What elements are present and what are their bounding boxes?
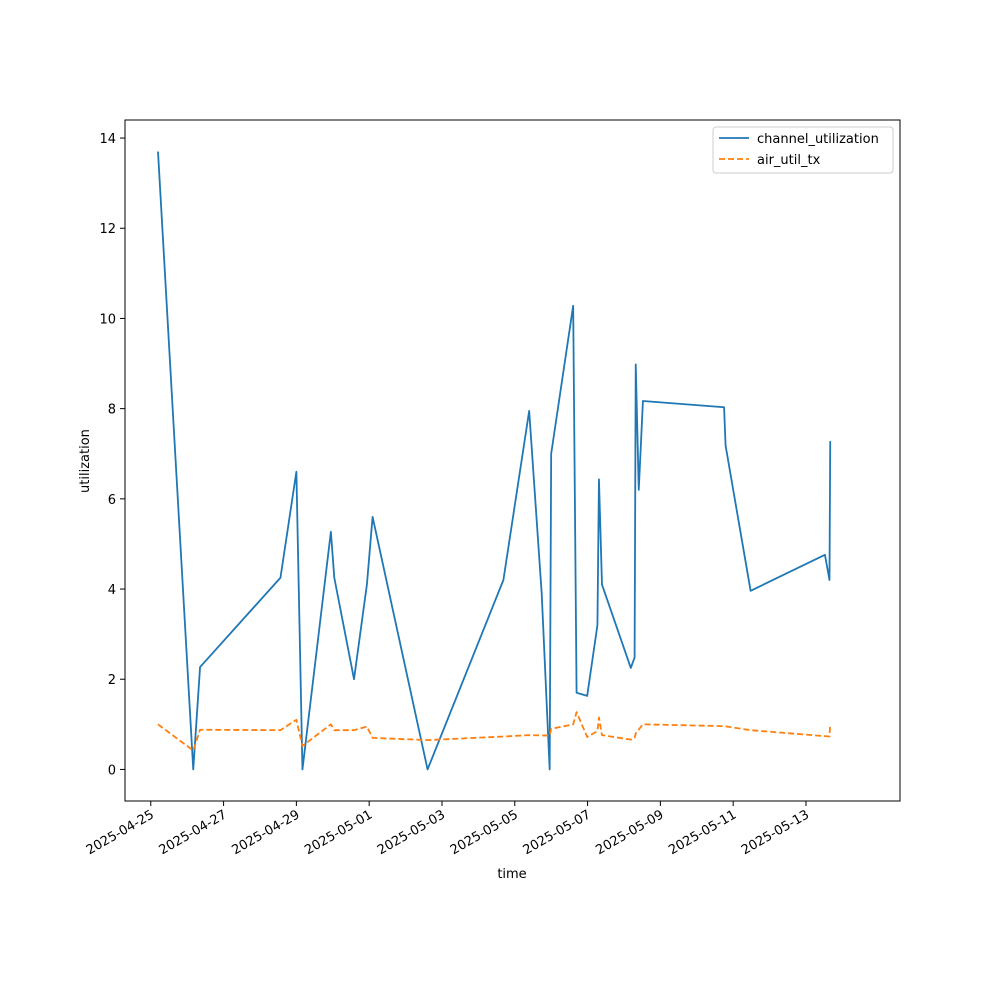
y-tick-label: 0 [108, 763, 116, 778]
x-tick-label: 2025-05-09 [593, 807, 666, 858]
series-layer [157, 151, 832, 771]
x-tick-label: 2025-05-03 [375, 807, 448, 858]
legend-label-air-util-tx: air_util_tx [757, 153, 821, 168]
x-axis-ticks: 2025-04-25 2025-04-27 2025-04-29 2025-05-01… [84, 801, 812, 858]
x-tick-label: 2025-05-11 [666, 807, 739, 858]
x-tick-label: 2025-05-01 [302, 807, 375, 858]
y-tick-label: 12 [99, 222, 116, 237]
x-tick-label: 2025-04-25 [84, 807, 157, 858]
legend-box [712, 126, 894, 174]
x-tick-label: 2025-04-27 [157, 807, 230, 858]
y-tick-label: 4 [108, 583, 116, 598]
plot-frame [124, 119, 901, 802]
y-tick-label: 10 [99, 312, 116, 327]
plot-area-background [125, 120, 900, 801]
series-line-air-util-tx [157, 711, 832, 752]
y-axis-ticks: 0 2 4 6 8 10 12 14 [99, 132, 125, 778]
x-tick-label: 2025-05-05 [448, 807, 521, 858]
y-tick-label: 2 [108, 673, 116, 688]
y-tick-label: 8 [108, 403, 116, 418]
axes-layer [124, 119, 901, 802]
y-axis-label: utilization [78, 429, 93, 493]
series-line-channel-utilization [157, 151, 832, 771]
x-tick-label: 2025-04-29 [229, 807, 302, 858]
y-tick-label: 6 [108, 493, 116, 508]
y-tick-label: 14 [99, 132, 116, 147]
legend-label-channel-utilization: channel_utilization [757, 132, 879, 147]
x-tick-label: 2025-05-07 [521, 807, 594, 858]
x-axis-label: time [497, 867, 526, 882]
x-tick-label: 2025-05-13 [739, 807, 812, 858]
legend: channel_utilization air_util_tx [712, 126, 894, 174]
